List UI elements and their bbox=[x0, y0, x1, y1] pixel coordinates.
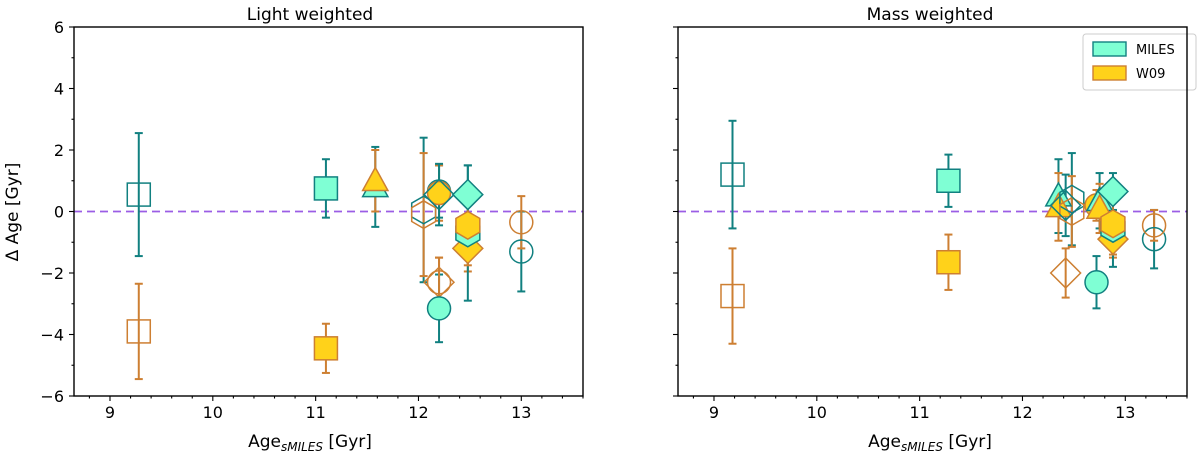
w09-error-bar bbox=[134, 282, 143, 381]
miles-hexagon-marker bbox=[1059, 184, 1085, 214]
w09-diamond-marker bbox=[1049, 256, 1082, 290]
miles-circle-marker bbox=[1084, 269, 1109, 295]
x-tick-label: 10 bbox=[807, 403, 827, 422]
w09-square-marker bbox=[313, 336, 339, 361]
w09-hexagon-marker bbox=[1059, 196, 1085, 227]
legend-label-w09: W09 bbox=[1136, 67, 1165, 82]
w09-square-marker bbox=[720, 283, 745, 309]
x-axis-label-main: Age bbox=[868, 432, 901, 452]
w09-error-bar bbox=[1061, 247, 1070, 299]
y-tick-label: 4 bbox=[54, 80, 64, 99]
w09-error-bar bbox=[1067, 175, 1076, 248]
y-tick-label: 6 bbox=[54, 18, 64, 37]
x-tick-label: 11 bbox=[305, 403, 325, 422]
y-axis-label: Δ Age [Gyr] bbox=[3, 163, 23, 262]
x-tick-label: 12 bbox=[1012, 403, 1032, 422]
x-tick-label: 9 bbox=[105, 403, 115, 422]
y-tick-label: 0 bbox=[54, 203, 64, 222]
light-weighted-title: Light weighted bbox=[247, 5, 373, 25]
w09-circle-marker bbox=[426, 269, 452, 295]
miles-square-marker bbox=[936, 168, 961, 193]
miles-diamond-marker bbox=[423, 178, 456, 211]
legend-swatch-w09 bbox=[1092, 65, 1127, 81]
w09-hexagon-marker bbox=[1100, 209, 1126, 239]
x-axis-label-right: AgesMILES [Gyr] bbox=[868, 432, 992, 454]
x-tick-label: 13 bbox=[511, 403, 531, 422]
miles-square-marker bbox=[720, 162, 745, 187]
legend-swatch-miles bbox=[1092, 41, 1127, 57]
w09-hexagon-marker bbox=[410, 199, 437, 230]
miles-error-bar bbox=[728, 119, 737, 230]
x-tick-label: 13 bbox=[1115, 403, 1135, 422]
x-axis-label-unit: [Gyr] bbox=[323, 432, 372, 452]
x-tick-label: 10 bbox=[203, 403, 223, 422]
y-tick-label: 2 bbox=[54, 141, 64, 160]
x-axis-label-left: AgesMILES [Gyr] bbox=[248, 432, 372, 454]
miles-circle-marker bbox=[1141, 226, 1167, 252]
miles-square-marker bbox=[313, 176, 339, 201]
w09-error-bar bbox=[1150, 208, 1159, 242]
miles-error-bar bbox=[134, 132, 143, 258]
legend: MILES W09 bbox=[1082, 33, 1197, 91]
w09-square-marker bbox=[936, 249, 961, 275]
y-tick-label: −4 bbox=[40, 326, 64, 345]
w09-hexagon-marker bbox=[455, 210, 481, 240]
miles-diamond-marker bbox=[1049, 189, 1082, 222]
x-axis-label-unit: [Gyr] bbox=[943, 432, 992, 452]
miles-diamond-marker bbox=[1096, 175, 1129, 208]
miles-circle-marker bbox=[509, 239, 534, 264]
miles-square-marker bbox=[126, 182, 152, 207]
light-weighted-panel: Light weighted Δ Age [Gyr] AgesMILES [Gy… bbox=[3, 5, 584, 454]
x-tick-label: 9 bbox=[709, 403, 719, 422]
w09-error-bar bbox=[728, 247, 737, 345]
w09-triangle-marker bbox=[1044, 192, 1073, 218]
w09-error-bar bbox=[419, 152, 428, 278]
mass-weighted-title: Mass weighted bbox=[867, 5, 994, 25]
w09-square-marker bbox=[126, 319, 152, 344]
x-axis-label-main: Age bbox=[248, 432, 281, 452]
miles-circle-marker bbox=[426, 296, 452, 321]
w09-triangle-marker bbox=[361, 165, 390, 192]
x-axis-label-subscript: sMILES bbox=[901, 440, 943, 454]
x-tick-label: 12 bbox=[408, 403, 428, 422]
w09-circle-marker bbox=[509, 210, 534, 235]
miles-diamond-marker bbox=[451, 178, 484, 211]
y-tick-label: −2 bbox=[40, 264, 64, 283]
w09-circle-marker bbox=[1141, 213, 1167, 238]
w09-circle-marker bbox=[426, 180, 452, 206]
legend-label-miles: MILES bbox=[1136, 43, 1175, 58]
y-tick-label: −6 bbox=[40, 387, 64, 406]
x-axis-label-subscript: sMILES bbox=[281, 440, 323, 454]
data-points bbox=[720, 119, 1167, 345]
mass-weighted-panel: Mass weighted AgesMILES [Gyr] MILES W09 … bbox=[673, 5, 1197, 454]
data-points bbox=[126, 132, 534, 381]
x-tick-label: 11 bbox=[909, 403, 929, 422]
w09-triangle-marker bbox=[1085, 193, 1114, 219]
